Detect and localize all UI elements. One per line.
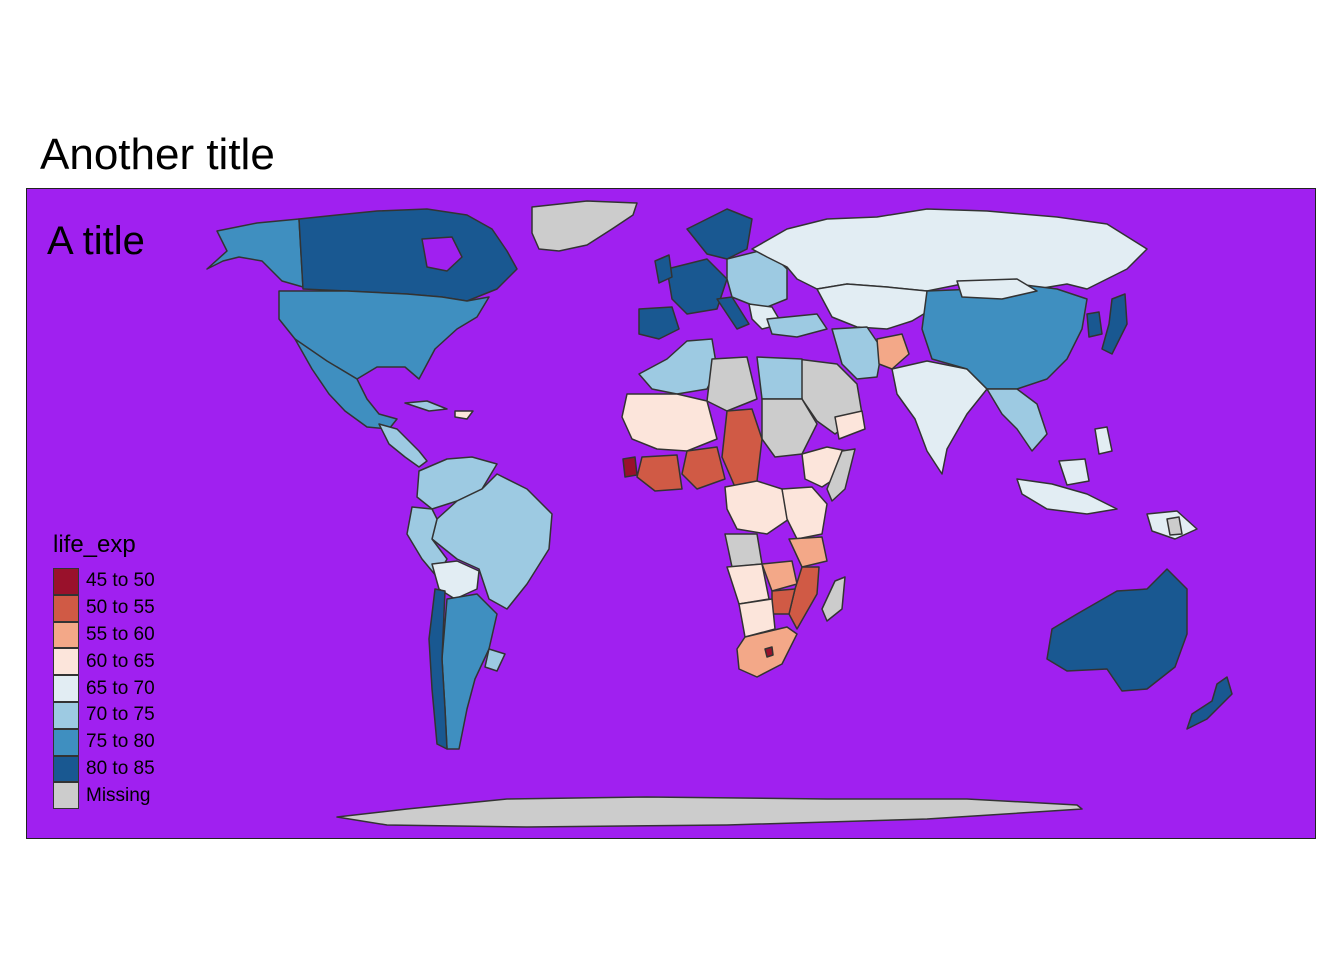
mongolia [956,278,1038,300]
scandinavia [686,208,753,260]
legend-item: 55 to 60 [53,621,155,649]
russia [751,208,1148,292]
page-title: Another title [40,130,275,179]
legend-swatch [53,648,79,676]
korea [1086,311,1103,338]
legend-label: 80 to 85 [86,757,155,779]
legend-item: 80 to 85 [53,755,155,783]
legend-items: 45 to 50 50 to 55 55 to 60 60 to 65 65 to 70… [53,568,155,810]
central-africa [724,480,790,535]
legend-swatch [53,621,79,649]
legend-label: Missing [86,784,151,806]
borneo [1058,458,1090,486]
antarctica [336,796,1083,828]
tanzania [788,536,828,568]
oman-yemen [834,410,866,440]
legend-swatch [53,594,79,622]
egypt [756,356,803,400]
kazakhstan [816,283,933,330]
legend-label: 60 to 65 [86,650,155,672]
map-legend: life_exp 45 to 50 50 to 55 55 to 60 60 to 6… [53,530,155,810]
png-missing [1166,516,1183,536]
southeast-asia [986,388,1048,452]
nigeria [681,446,726,490]
legend-swatch [53,755,79,783]
hudson-bay [421,236,463,272]
legend-swatch [53,728,79,756]
lesotho [764,646,774,658]
alaska [206,218,304,288]
italy [716,296,750,330]
legend-item: 45 to 50 [53,568,155,595]
legend-label: 75 to 80 [86,731,155,753]
malaysia-indonesia [1016,478,1118,515]
iran [831,326,883,380]
legend-item: 65 to 70 [53,675,155,702]
cuba [404,400,448,412]
legend-item: 50 to 55 [53,594,155,622]
map-panel: A title life_exp 45 to 50 50 to 55 55 to 6… [26,188,1316,839]
afghanistan [876,333,910,370]
world-map [27,189,1315,838]
legend-label: 65 to 70 [86,677,155,699]
legend-label: 50 to 55 [86,597,155,619]
legend-label: 70 to 75 [86,704,155,726]
france-germany [666,258,728,315]
east-africa [781,486,828,540]
greenland [531,200,638,252]
legend-item: 75 to 80 [53,728,155,756]
legend-item: 60 to 65 [53,648,155,676]
legend-title: life_exp [53,531,136,558]
legend-label: 55 to 60 [86,623,155,645]
legend-swatch [53,782,79,810]
legend-swatch [53,701,79,729]
map-inner-title: A title [47,219,145,263]
bolivia [431,560,480,600]
hispaniola [454,410,474,420]
uk [654,254,673,284]
madagascar [821,576,846,622]
horn [826,448,856,502]
ivory-coast-ghana [636,454,683,492]
india [891,360,988,475]
japan [1101,293,1128,355]
sierra-leone [622,456,638,478]
australia [1046,568,1188,692]
legend-label: 45 to 50 [86,570,155,592]
iberia [638,306,680,340]
central-america [378,423,428,468]
libya-algeria [706,356,758,412]
legend-item: Missing [53,782,155,810]
turkey [766,313,828,338]
legend-swatch [53,675,79,702]
namibia-botswana [738,598,776,638]
philippines [1094,426,1113,455]
brazil [431,473,553,610]
legend-swatch [53,568,79,595]
uruguay [484,648,506,672]
chile [428,588,448,750]
peru [406,506,448,578]
new-zealand [1186,676,1233,730]
mexico [294,338,398,430]
legend-item: 70 to 75 [53,701,155,729]
congo-missing [724,533,763,568]
